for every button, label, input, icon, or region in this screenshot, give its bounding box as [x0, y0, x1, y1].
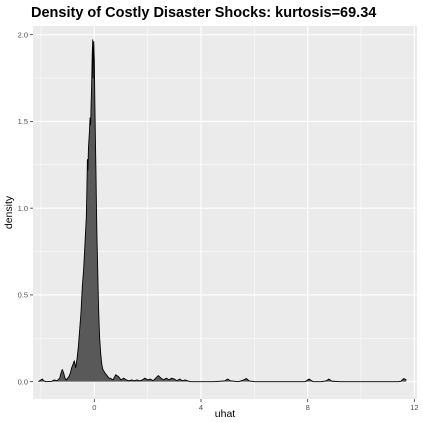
density-line — [38, 39, 407, 383]
x-axis-title: uhat — [215, 408, 236, 420]
x-tick-label: 12 — [410, 403, 418, 412]
y-tick-label: 1.0 — [18, 204, 28, 213]
x-tick-label: 0 — [92, 403, 96, 412]
y-tick-label: 1.5 — [18, 117, 28, 126]
y-tick-label: 0.5 — [18, 291, 28, 300]
y-tick-label: 2.0 — [18, 30, 28, 39]
chart-title: Density of Costly Disaster Shocks: kurto… — [31, 5, 376, 21]
y-tick-label: 0.0 — [18, 377, 28, 386]
x-axis: 0 4 8 12 — [92, 399, 419, 412]
y-axis-title: density — [3, 195, 15, 229]
x-tick-label: 4 — [199, 403, 203, 412]
minor-gridlines — [33, 26, 417, 399]
x-tick-label: 8 — [306, 403, 310, 412]
y-axis: 0.0 0.5 1.0 1.5 2.0 — [18, 30, 33, 386]
